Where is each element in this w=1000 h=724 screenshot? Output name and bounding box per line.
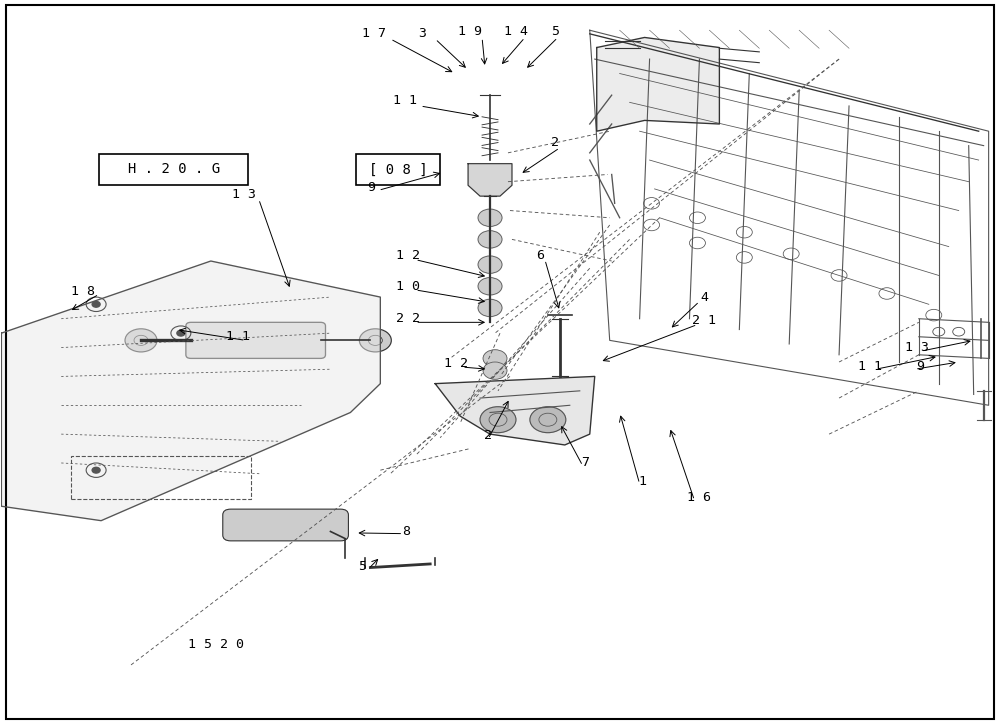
Text: 1 4: 1 4 [504, 25, 528, 38]
Text: 1 8: 1 8 [71, 285, 95, 298]
Circle shape [480, 407, 516, 433]
Bar [71, 456, 251, 499]
Text: 8: 8 [402, 525, 410, 538]
Circle shape [483, 362, 507, 379]
FancyBboxPatch shape [186, 322, 325, 358]
Circle shape [483, 350, 507, 367]
Text: H . 2 0 . G: H . 2 0 . G [128, 162, 220, 177]
Text: 1 0: 1 0 [396, 279, 420, 292]
FancyBboxPatch shape [99, 154, 248, 185]
Text: 1 3: 1 3 [232, 188, 256, 201]
Text: 9: 9 [916, 360, 924, 373]
Circle shape [478, 209, 502, 227]
Text: 1: 1 [639, 474, 647, 487]
Text: 2: 2 [484, 429, 492, 442]
Circle shape [92, 467, 100, 473]
Text: 1 5 2 0: 1 5 2 0 [188, 639, 244, 651]
Text: 5: 5 [358, 560, 366, 573]
Circle shape [177, 330, 185, 336]
Circle shape [478, 277, 502, 295]
Polygon shape [435, 376, 595, 445]
Text: 6: 6 [536, 249, 544, 262]
Circle shape [478, 256, 502, 273]
FancyBboxPatch shape [356, 154, 440, 185]
Text: 2: 2 [551, 136, 559, 149]
Text: 1 1: 1 1 [226, 329, 250, 342]
FancyBboxPatch shape [223, 509, 348, 541]
Polygon shape [597, 38, 719, 131]
Text: 1 2: 1 2 [396, 249, 420, 262]
Circle shape [478, 299, 502, 316]
Text: 9: 9 [367, 181, 375, 194]
Text: [ 0 8 ]: [ 0 8 ] [369, 162, 428, 177]
Circle shape [92, 301, 100, 307]
Text: 2 1: 2 1 [692, 314, 716, 327]
Text: 1 1: 1 1 [858, 360, 882, 373]
Text: 1 6: 1 6 [687, 491, 711, 504]
Polygon shape [1, 261, 380, 521]
Circle shape [530, 407, 566, 433]
Text: 1 9: 1 9 [458, 25, 482, 38]
Circle shape [478, 231, 502, 248]
Text: 4: 4 [700, 290, 708, 303]
Text: 1 2: 1 2 [444, 357, 468, 370]
Text: 7: 7 [581, 456, 589, 469]
Text: 3: 3 [418, 28, 426, 41]
Text: 2 2: 2 2 [396, 312, 420, 325]
Circle shape [125, 329, 157, 352]
Polygon shape [468, 164, 512, 196]
Text: 1 3: 1 3 [905, 341, 929, 354]
Circle shape [359, 329, 391, 352]
Text: 5: 5 [551, 25, 559, 38]
Text: 1 1: 1 1 [393, 94, 417, 107]
Text: 1 7: 1 7 [362, 28, 386, 41]
